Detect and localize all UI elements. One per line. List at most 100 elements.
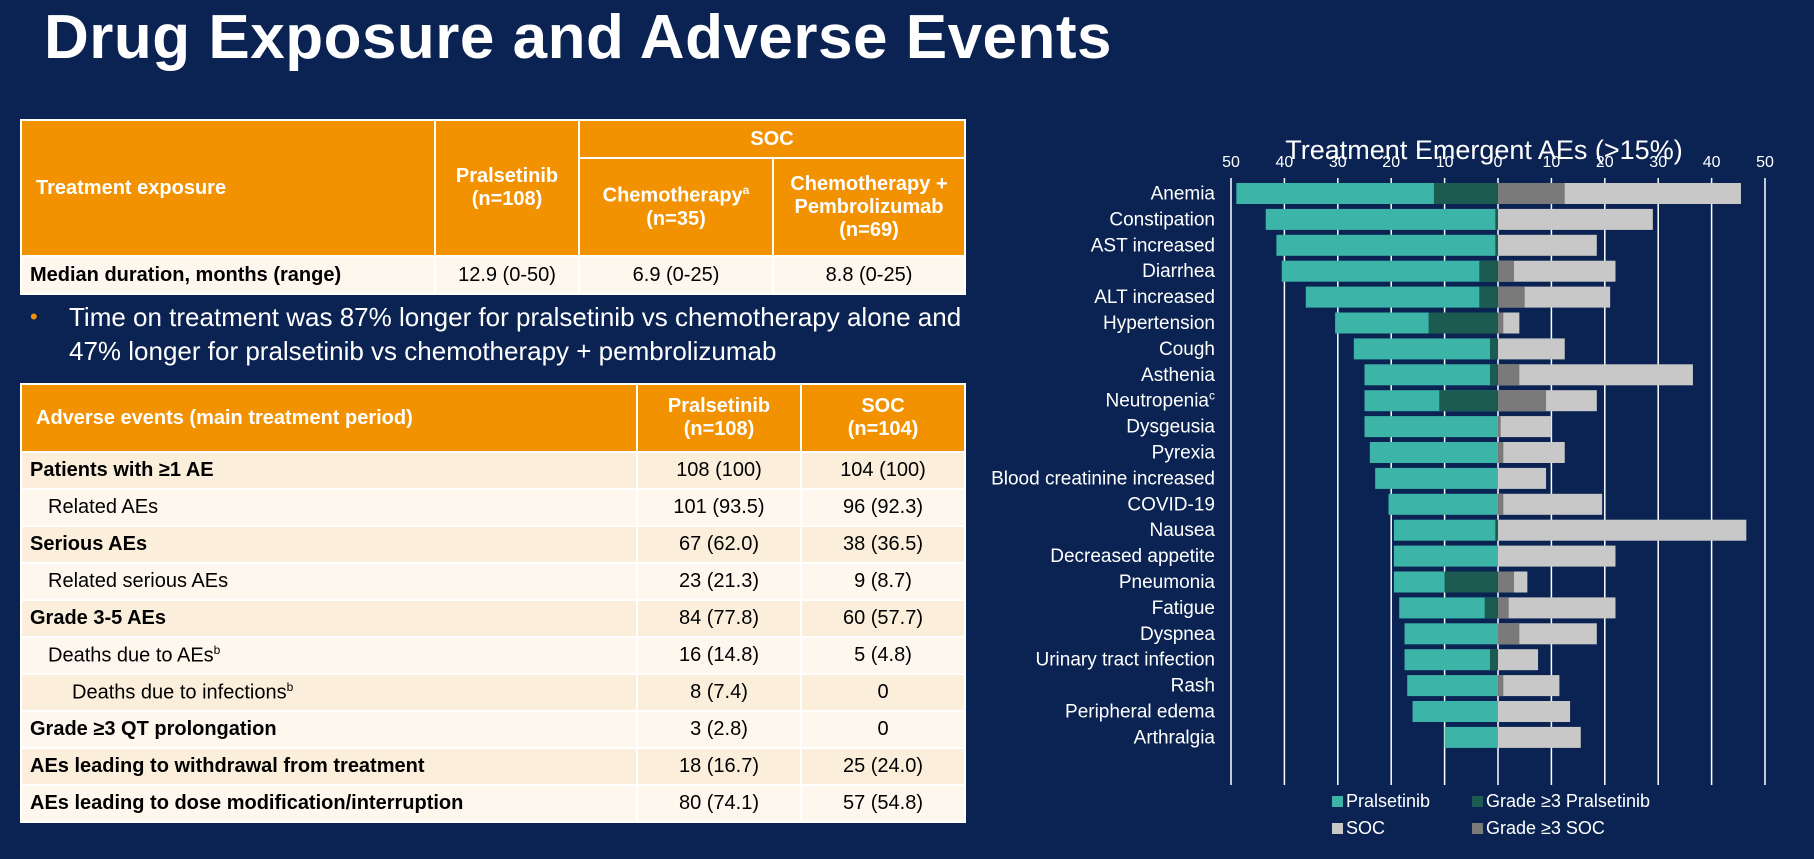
chart-bar-soc xyxy=(1498,545,1616,567)
chart-tick-label: 20 xyxy=(1596,154,1614,171)
chart-bar-soc xyxy=(1498,649,1539,671)
page-title: Drug Exposure and Adverse Events xyxy=(44,3,1113,72)
chart-tick-label: 20 xyxy=(1382,154,1400,171)
footnote-marker: b xyxy=(213,643,221,658)
legend-label: Pralsetinib xyxy=(1346,791,1430,811)
ae-cell-pralsetinib: 3 (2.8) xyxy=(636,710,802,749)
ae-cell-pralsetinib: 23 (21.3) xyxy=(636,562,802,601)
ae-row-label: AEs leading to withdrawal from treatment xyxy=(20,747,638,786)
chart-bar-pralsetinib xyxy=(1276,234,1498,256)
ae-row-label: AEs leading to dose modification/interru… xyxy=(20,784,638,823)
chart-bar-grade3-soc xyxy=(1498,571,1515,593)
chart-tick-label: 0 xyxy=(1494,154,1503,171)
chart-bar-grade3-pralsetinib xyxy=(1489,649,1498,671)
chart-category-label: Anemia xyxy=(1151,184,1216,205)
chart-bar-grade3-pralsetinib xyxy=(1484,597,1498,619)
ae-cell-soc: 38 (36.5) xyxy=(800,525,966,564)
ae-cell-pralsetinib: 80 (74.1) xyxy=(636,784,802,823)
ae-row-label: Related serious AEs xyxy=(20,562,638,601)
chart-category-label: Pneumonia xyxy=(1119,572,1216,593)
chart-tick-label: 30 xyxy=(1649,154,1667,171)
chart-bar-pralsetinib xyxy=(1393,545,1498,567)
chart-bar-soc xyxy=(1498,234,1597,256)
ae-cell-pralsetinib: 84 (77.8) xyxy=(636,599,802,638)
exposure-table: Treatment exposure Pralsetinib (n=108) S… xyxy=(20,119,966,295)
ae-table-row: Related serious AEs 23 (21.3) 9 (8.7) xyxy=(20,562,966,601)
chart-bar-grade3-pralsetinib xyxy=(1495,208,1498,230)
chart-bar-grade3-pralsetinib xyxy=(1433,183,1498,204)
ae-row-label-text: AEs leading to dose modification/interru… xyxy=(30,792,464,814)
chart-bar-pralsetinib xyxy=(1404,623,1498,645)
ae-cell-pralsetinib: 108 (100) xyxy=(636,451,802,490)
exposure-cell-chemo: 6.9 (0-25) xyxy=(578,255,774,295)
chart-bar-pralsetinib xyxy=(1375,467,1498,489)
chart-bar-grade3-soc xyxy=(1498,364,1520,386)
chart-category-label: Cough xyxy=(1159,339,1215,360)
ae-cell-soc: 9 (8.7) xyxy=(800,562,966,601)
chart-bar-grade3-pralsetinib xyxy=(1444,571,1498,593)
chart-category-label: Arthralgia xyxy=(1134,727,1216,748)
chart-category-label: Nausea xyxy=(1150,520,1216,541)
chart-bar-pralsetinib xyxy=(1412,701,1498,722)
ae-row-label-text: Grade 3-5 AEs xyxy=(30,607,166,629)
chart-category-label: AST increased xyxy=(1091,235,1215,256)
chart-tick-label: 40 xyxy=(1703,154,1721,171)
chart-bar-soc xyxy=(1498,467,1547,489)
footnote-a: a xyxy=(742,183,750,198)
ae-table-row: Deaths due to infectionsb 8 (7.4) 0 xyxy=(20,673,966,712)
ae-cell-soc: 57 (54.8) xyxy=(800,784,966,823)
exposure-header-chemo-label: Chemotherapy xyxy=(602,184,743,207)
legend-label: Grade ≥3 SOC xyxy=(1486,818,1605,838)
adverse-events-table: Adverse events (main treatment period) P… xyxy=(20,383,966,823)
ae-table-row: AEs leading to dose modification/interru… xyxy=(20,784,966,823)
ae-cell-pralsetinib: 67 (62.0) xyxy=(636,525,802,564)
chart-bar-grade3-soc xyxy=(1498,623,1520,645)
chart-category-label: ALT increased xyxy=(1094,287,1215,308)
chart-bar-grade3-soc xyxy=(1498,183,1565,204)
treatment-emergent-aes-chart: Treatment Emergent AEs (>15%) 50 40 30 20 10 0… xyxy=(991,135,1774,838)
ae-row-label: Deaths due to AEsb xyxy=(20,636,638,675)
ae-cell-soc: 60 (57.7) xyxy=(800,599,966,638)
chart-category-label: Hypertension xyxy=(1103,313,1215,334)
chart-bar-soc xyxy=(1498,675,1560,697)
chart-bar-pralsetinib xyxy=(1404,649,1498,671)
chart-bar-soc xyxy=(1498,364,1693,386)
chart-category-label: Diarrhea xyxy=(1142,261,1215,282)
chart-bar-grade3-soc xyxy=(1498,597,1509,619)
ae-row-label: Grade 3-5 AEs xyxy=(20,599,638,638)
chart-category-label: Rash xyxy=(1171,676,1215,697)
ae-table-row: Patients with ≥1 AE 108 (100) 104 (100) xyxy=(20,451,966,490)
chart-bar-pralsetinib xyxy=(1305,286,1498,308)
chart-category-label: Asthenia xyxy=(1141,365,1215,386)
exposure-header-label: Treatment exposure xyxy=(20,119,436,257)
ae-cell-soc: 0 xyxy=(800,710,966,749)
chart-bar-pralsetinib xyxy=(1353,338,1498,360)
chart-bar-pralsetinib xyxy=(1364,416,1498,438)
legend-swatch xyxy=(1472,823,1483,834)
exposure-cell-chemo-pembro: 8.8 (0-25) xyxy=(772,255,966,295)
chart-bar-grade3-soc xyxy=(1498,416,1501,438)
chart-bar-grade3-pralsetinib xyxy=(1428,312,1498,334)
ae-cell-soc: 96 (92.3) xyxy=(800,488,966,527)
ae-cell-pralsetinib: 16 (14.8) xyxy=(636,636,802,675)
chart-bar-grade3-soc xyxy=(1498,312,1504,334)
chart-bar-grade3-soc xyxy=(1498,493,1504,515)
ae-table-row: AEs leading to withdrawal from treatment… xyxy=(20,747,966,786)
ae-row-label-text: Deaths due to AEs xyxy=(48,644,214,667)
exposure-header-chemo: Chemotherapya (n=35) xyxy=(578,157,774,257)
chart-bar-soc xyxy=(1498,286,1611,308)
chart-bar-pralsetinib xyxy=(1364,364,1498,386)
chart-bar-grade3-soc xyxy=(1498,260,1515,282)
chart-bar-pralsetinib xyxy=(1444,726,1498,748)
ae-table-row: Serious AEs 67 (62.0) 38 (36.5) xyxy=(20,525,966,564)
exposure-header-chemo-pembro: Chemotherapy + Pembrolizumab (n=69) xyxy=(772,157,966,257)
chart-category-label: Peripheral edema xyxy=(1065,702,1215,723)
chart-title: Treatment Emergent AEs (>15%) xyxy=(1285,135,1682,165)
ae-row-label-text: Serious AEs xyxy=(30,533,148,555)
chart-category-label: Blood creatinine increased xyxy=(991,468,1215,489)
footnote-marker: c xyxy=(1209,389,1215,403)
chart-bar-soc xyxy=(1498,416,1552,438)
chart-tick-label: 40 xyxy=(1276,154,1294,171)
chart-bar-grade3-pralsetinib xyxy=(1439,390,1498,412)
chart-tick-label: 30 xyxy=(1329,154,1347,171)
